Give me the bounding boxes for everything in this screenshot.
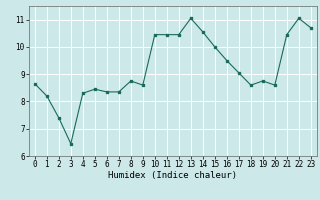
X-axis label: Humidex (Indice chaleur): Humidex (Indice chaleur) xyxy=(108,171,237,180)
